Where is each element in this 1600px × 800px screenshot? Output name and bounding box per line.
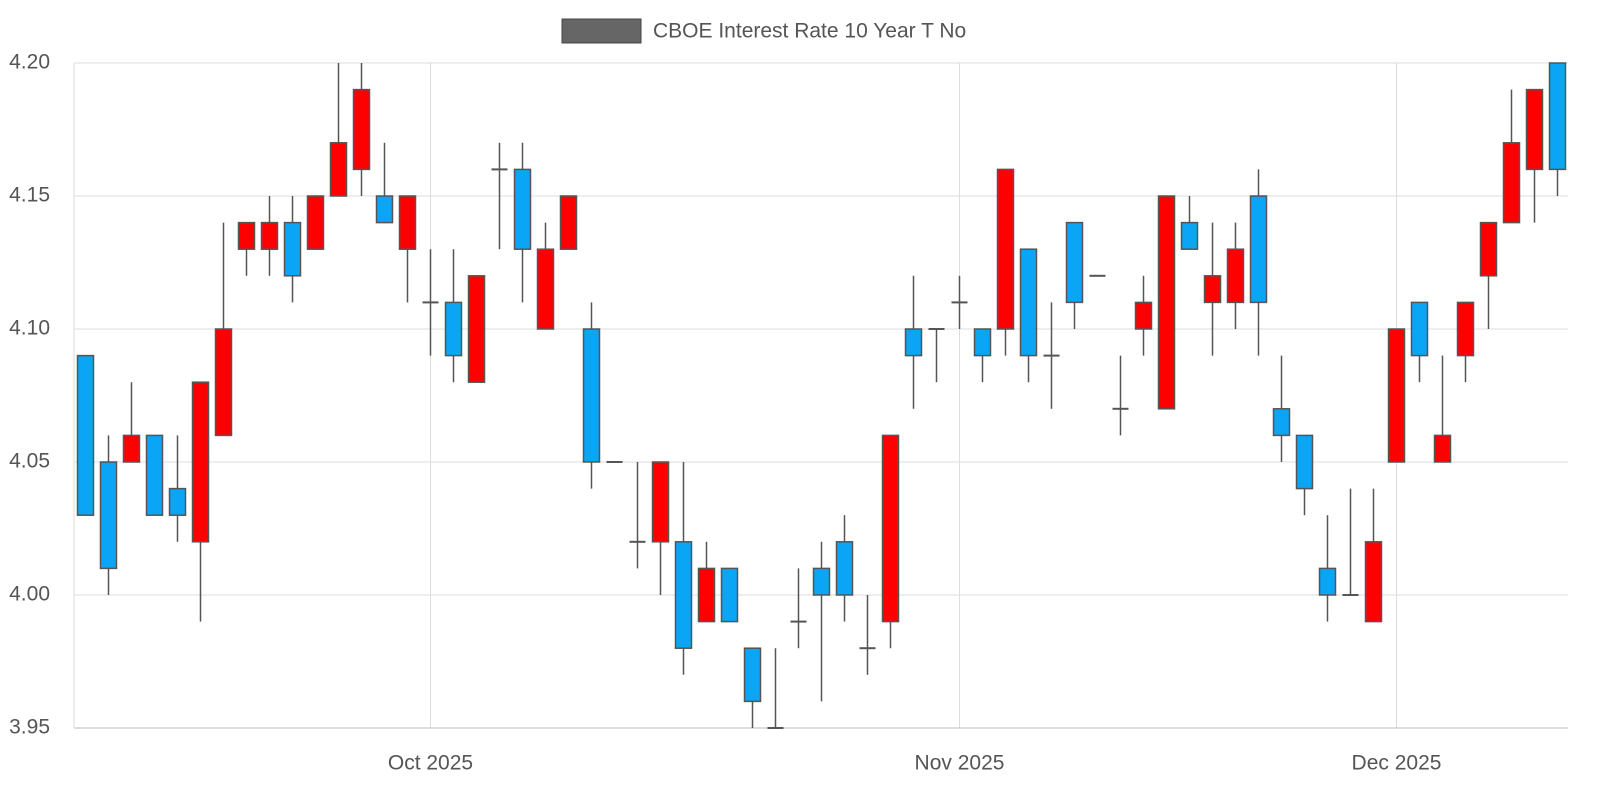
candle-body xyxy=(1433,434,1452,463)
candle-body xyxy=(973,328,992,357)
candle-body xyxy=(1525,88,1544,171)
candle-body xyxy=(743,647,762,703)
candle-body xyxy=(904,328,923,357)
candle-body xyxy=(674,541,693,649)
candle-body xyxy=(329,142,348,197)
candle-body xyxy=(1502,142,1521,224)
candle-body xyxy=(1479,221,1498,277)
candle-body xyxy=(1180,221,1199,250)
candle-body xyxy=(651,461,670,543)
y-tick-label: 4.20 xyxy=(9,51,50,74)
candle-body xyxy=(881,434,900,623)
candle-body xyxy=(513,168,532,250)
candle-body xyxy=(1203,275,1222,304)
candle-body xyxy=(812,567,831,596)
candle-body xyxy=(536,248,555,330)
candle-body xyxy=(1249,195,1268,304)
y-tick-label: 4.10 xyxy=(9,317,50,340)
candle-body xyxy=(582,328,601,463)
candle-body xyxy=(720,567,739,623)
candle-body xyxy=(1019,248,1038,357)
y-tick-label: 3.95 xyxy=(9,716,50,739)
y-tick-label: 4.15 xyxy=(9,184,50,207)
candle-body xyxy=(1226,248,1245,304)
candle-body xyxy=(1134,301,1153,330)
candle-body xyxy=(559,195,578,250)
candle-body xyxy=(1364,541,1383,623)
candle-body xyxy=(306,195,325,250)
candle-body xyxy=(1548,62,1567,171)
candle-body xyxy=(1157,195,1176,410)
candle-body xyxy=(191,381,210,543)
x-tick-label: Dec 2025 xyxy=(1352,752,1442,775)
candle-body xyxy=(1295,434,1314,490)
candle-body xyxy=(467,275,486,383)
candle-body xyxy=(697,567,716,623)
legend-swatch xyxy=(561,18,642,44)
candle-body xyxy=(283,221,302,277)
x-tick-label: Nov 2025 xyxy=(915,752,1005,775)
candle-body xyxy=(1410,301,1429,357)
candle-body xyxy=(1272,408,1291,437)
candle-body xyxy=(1387,328,1406,463)
candle-body xyxy=(444,301,463,357)
candle-body xyxy=(996,168,1015,330)
y-tick-label: 4.05 xyxy=(9,450,50,473)
candle-body xyxy=(398,195,417,250)
candle-body xyxy=(214,328,233,437)
x-tick-label: Oct 2025 xyxy=(388,752,473,775)
candle-body xyxy=(237,221,256,250)
candle-body xyxy=(260,221,279,250)
candle-body xyxy=(1318,567,1337,596)
legend-label: CBOE Interest Rate 10 Year T No xyxy=(653,20,966,43)
candle-body xyxy=(835,541,854,596)
candle-body xyxy=(99,461,118,570)
y-tick-label: 4.00 xyxy=(9,583,50,606)
candle-body xyxy=(1456,301,1475,357)
candle-body xyxy=(168,487,187,516)
candle-body xyxy=(76,354,95,516)
candle-body xyxy=(352,88,371,171)
candle-body xyxy=(145,434,164,516)
candle-body xyxy=(375,195,394,224)
candle-body xyxy=(122,434,141,463)
candle-body xyxy=(1065,221,1084,304)
